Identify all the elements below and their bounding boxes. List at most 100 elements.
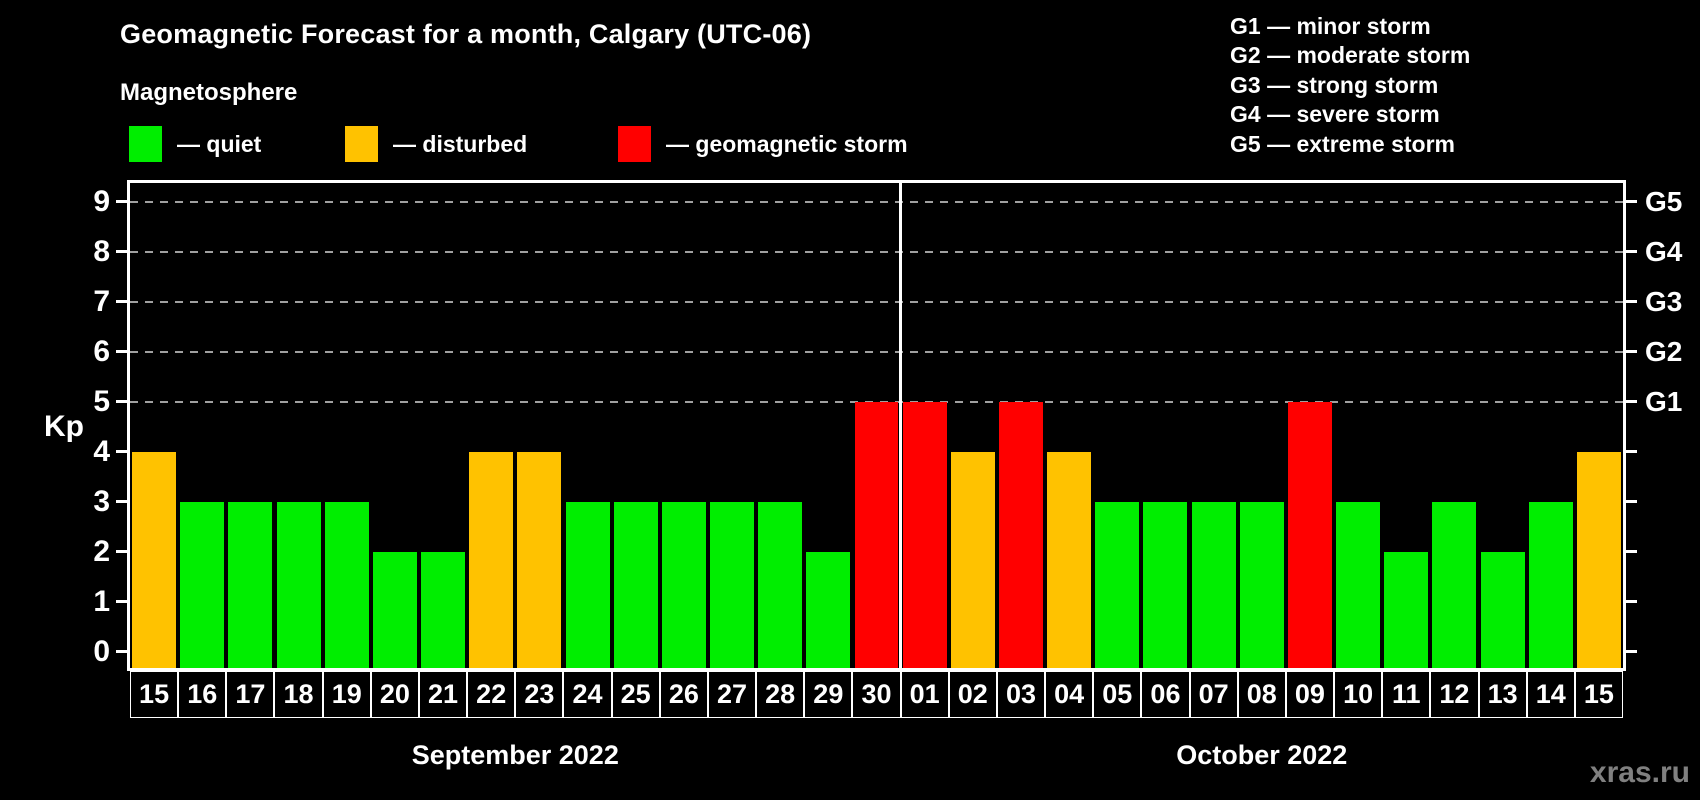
gridline-kp9 xyxy=(130,200,1623,203)
kp-bar-01 xyxy=(902,401,947,668)
y-axis-tick-left-1 xyxy=(116,600,130,603)
kp-bar-12 xyxy=(1432,501,1477,668)
kp-bar-11 xyxy=(1384,551,1429,668)
g-level-label-G1: G1 xyxy=(1645,385,1683,417)
y-axis-tick-left-2 xyxy=(116,550,130,553)
y-axis-tick-left-6 xyxy=(116,350,130,353)
day-label-cell-27: 27 xyxy=(707,671,757,718)
day-label-cell-13: 13 xyxy=(1478,671,1527,718)
day-label-cell-17: 17 xyxy=(226,671,275,718)
y-axis-tick-left-8 xyxy=(116,250,130,253)
kp-bar-27 xyxy=(710,501,754,668)
day-label-cell-16: 16 xyxy=(178,671,227,718)
day-label-cell-21: 21 xyxy=(418,671,468,718)
month-separator-line xyxy=(899,183,902,668)
y-axis-tick-label-0: 0 xyxy=(93,634,110,668)
day-label-cell-03: 03 xyxy=(996,671,1046,718)
magnetosphere-label: Magnetosphere xyxy=(120,79,298,106)
kp-bar-15 xyxy=(1576,451,1621,668)
day-label-cell-26: 26 xyxy=(659,671,708,718)
day-label-cell-05: 05 xyxy=(1093,671,1142,718)
day-label-cell-12: 12 xyxy=(1430,671,1479,718)
y-axis-tick-right-2 xyxy=(1623,550,1637,553)
kp-bar-02 xyxy=(950,451,995,668)
y-axis-tick-left-7 xyxy=(116,300,130,303)
g-legend-item-3: G3 — strong storm xyxy=(1230,71,1439,98)
y-axis-tick-label-6: 6 xyxy=(93,334,110,368)
day-label-cell-04: 04 xyxy=(1045,671,1094,718)
day-label-cell-30: 30 xyxy=(852,671,901,718)
y-axis-tick-label-3: 3 xyxy=(93,484,110,518)
kp-bar-10 xyxy=(1336,501,1381,668)
kp-bar-16 xyxy=(180,501,225,668)
kp-bar-28 xyxy=(758,501,803,668)
kp-bar-08 xyxy=(1239,501,1284,668)
y-axis-tick-label-7: 7 xyxy=(93,284,110,318)
day-label-cell-11: 11 xyxy=(1382,671,1431,718)
kp-bar-05 xyxy=(1095,501,1140,668)
gridline-kp6 xyxy=(130,350,1623,353)
legend-label-storm: — geomagnetic storm xyxy=(666,131,908,157)
month-label-october: October 2022 xyxy=(1176,740,1348,770)
day-label-cell-02: 02 xyxy=(948,671,997,718)
kp-bar-18 xyxy=(276,501,321,668)
y-axis-tick-right-9 xyxy=(1623,200,1637,203)
y-axis-tick-right-0 xyxy=(1623,650,1637,653)
y-axis-tick-right-6 xyxy=(1623,350,1637,353)
day-label-cell-22: 22 xyxy=(467,671,516,718)
day-label-cell-24: 24 xyxy=(563,671,612,718)
legend-label-quiet: — quiet xyxy=(177,131,262,157)
kp-bar-23 xyxy=(517,451,562,668)
kp-bar-04 xyxy=(1047,451,1092,668)
day-label-cell-19: 19 xyxy=(322,671,371,718)
y-axis-tick-right-7 xyxy=(1623,300,1637,303)
gridline-kp7 xyxy=(130,300,1623,303)
day-label-cell-29: 29 xyxy=(804,671,853,718)
kp-bar-29 xyxy=(806,551,851,668)
y-axis-tick-label-1: 1 xyxy=(93,584,110,618)
day-label-cell-15: 15 xyxy=(130,671,179,718)
kp-bar-22 xyxy=(469,451,514,668)
page-title: Geomagnetic Forecast for a month, Calgar… xyxy=(120,19,812,49)
g-level-label-G2: G2 xyxy=(1645,335,1683,367)
day-label-cell-01: 01 xyxy=(900,671,949,718)
kp-bar-07 xyxy=(1191,501,1236,668)
day-label-cell-28: 28 xyxy=(756,671,805,718)
day-label-cell-23: 23 xyxy=(515,671,564,718)
g-legend-item-5: G5 — extreme storm xyxy=(1230,130,1455,157)
y-axis-tick-label-4: 4 xyxy=(93,434,110,468)
g-level-label-G4: G4 xyxy=(1645,235,1683,267)
kp-axis-label: Kp xyxy=(44,410,84,443)
y-axis-tick-label-2: 2 xyxy=(93,534,110,568)
gridline-kp8 xyxy=(130,250,1623,253)
y-axis-tick-label-9: 9 xyxy=(93,184,110,218)
kp-bar-14 xyxy=(1528,501,1573,668)
day-label-cell-07: 07 xyxy=(1189,671,1238,718)
y-axis-tick-left-0 xyxy=(116,650,130,653)
month-label-september: September 2022 xyxy=(411,740,619,770)
kp-bar-03 xyxy=(999,401,1043,668)
kp-bar-25 xyxy=(613,501,658,668)
y-axis-tick-label-5: 5 xyxy=(93,384,110,418)
day-label-cell-06: 06 xyxy=(1141,671,1190,718)
y-axis-tick-right-1 xyxy=(1623,600,1637,603)
legend-swatch-disturbed xyxy=(345,126,378,162)
legend-swatch-storm xyxy=(618,126,651,162)
g-level-label-G3: G3 xyxy=(1645,285,1683,317)
y-axis-tick-left-9 xyxy=(116,200,130,203)
y-axis-tick-right-8 xyxy=(1623,250,1637,253)
y-axis-tick-right-3 xyxy=(1623,500,1637,503)
kp-bar-13 xyxy=(1480,551,1525,668)
g-legend-item-2: G2 — moderate storm xyxy=(1230,42,1471,69)
kp-bar-20 xyxy=(372,551,417,668)
y-axis-tick-left-4 xyxy=(116,450,130,453)
day-label-cell-14: 14 xyxy=(1526,671,1575,718)
g-level-label-G5: G5 xyxy=(1645,185,1683,217)
y-axis-tick-left-3 xyxy=(116,500,130,503)
kp-bar-15 xyxy=(132,451,177,668)
day-label-cell-20: 20 xyxy=(370,671,419,718)
y-axis-tick-label-8: 8 xyxy=(93,234,110,268)
kp-bar-06 xyxy=(1143,501,1188,668)
y-axis-tick-left-5 xyxy=(116,400,130,403)
